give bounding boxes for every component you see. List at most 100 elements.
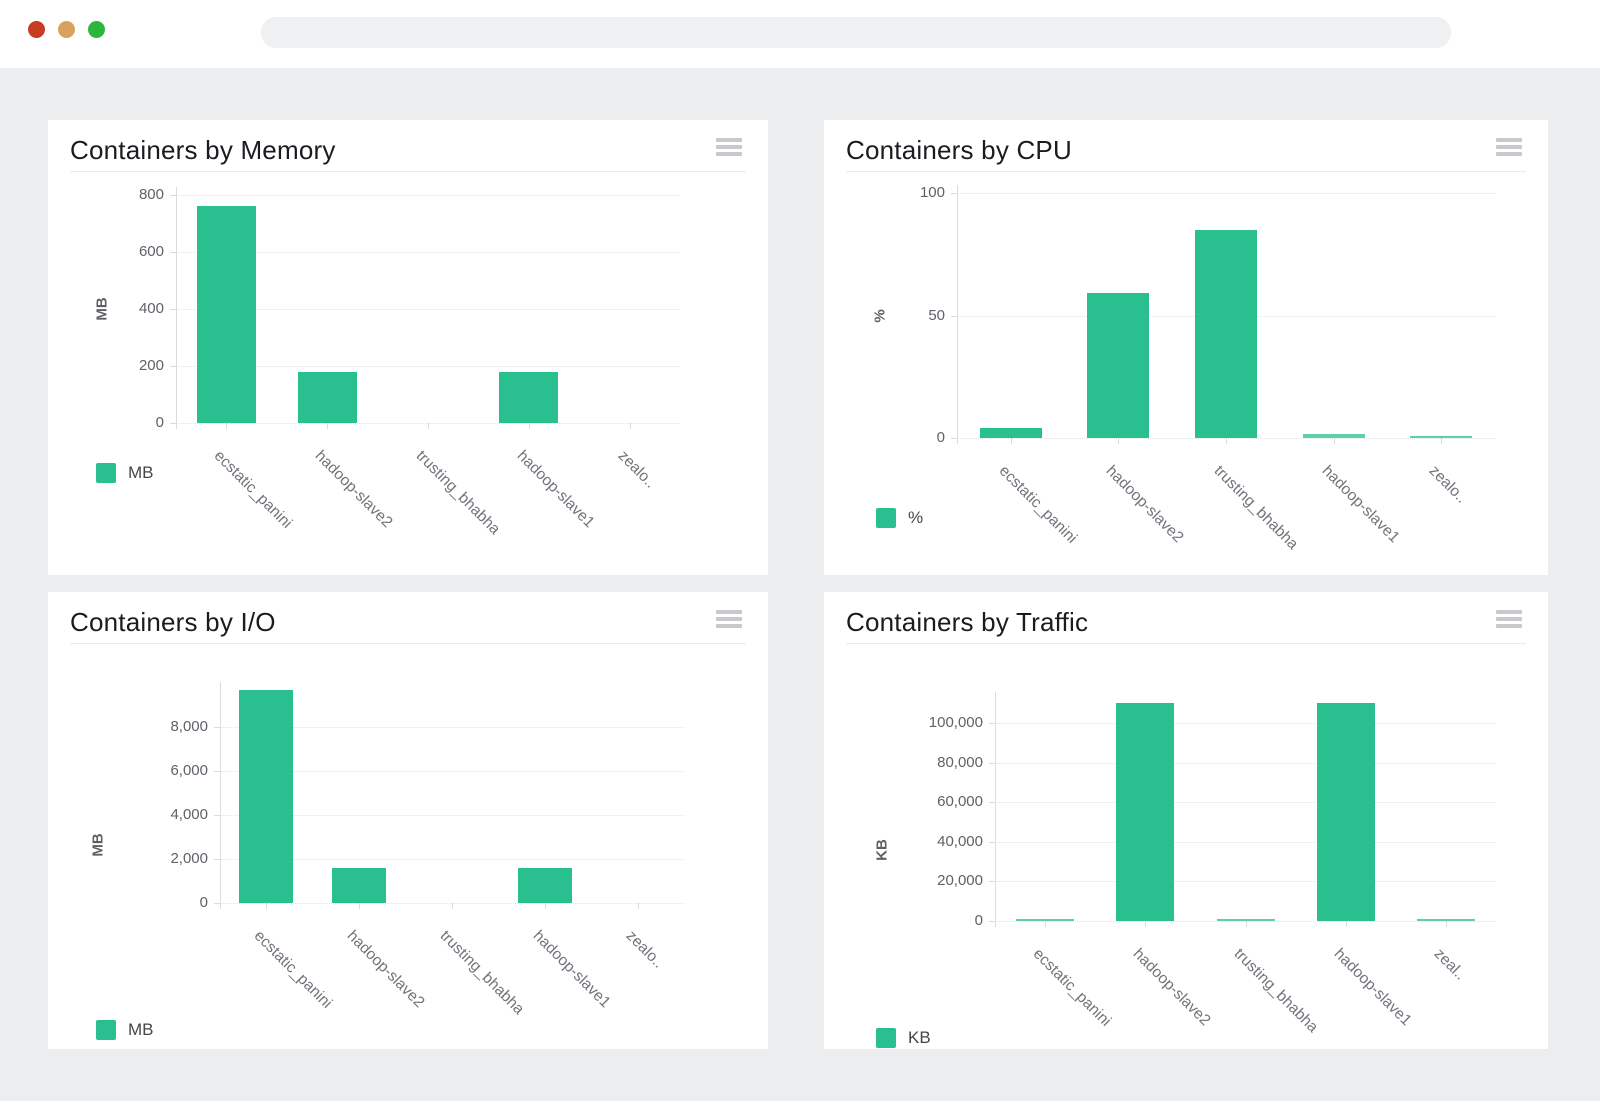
legend-swatch [876,508,896,528]
address-bar[interactable] [261,17,1451,48]
x-tick-mark [1118,438,1120,444]
x-axis-label: ecstatic_panini [251,927,336,1012]
x-tick-mark [629,423,631,429]
chart-legend[interactable]: MB [96,463,154,483]
gridline [220,815,684,816]
y-tick-label: 80,000 [937,753,983,771]
x-axis-label: zealo.. [1425,462,1471,507]
y-tick-label: 0 [936,429,945,446]
chart-bar[interactable] [1302,434,1365,438]
y-tick-mark [989,921,995,922]
chart-legend[interactable]: KB [876,1028,931,1048]
y-tick-mark [989,881,995,883]
x-tick-mark [528,423,530,429]
chart-bar[interactable] [196,206,256,423]
x-tick-mark [1010,438,1012,444]
chart-bar[interactable] [1410,435,1473,438]
y-tick-mark [170,366,176,367]
y-tick-mark [170,252,176,253]
chart-plot: 0 2,000 4,000 6,000 8,000 ecstatic_panini hado… [48,592,768,1049]
y-tick-mark [989,841,995,843]
gridline [995,802,1496,804]
gridline [176,309,680,310]
x-tick-mark [452,903,453,909]
x-axis-label: ecstatic_panini [1029,945,1115,1030]
gridline [995,881,1496,883]
y-axis-line [995,692,996,927]
chart-bar[interactable] [1195,229,1257,438]
y-tick-label: 6,000 [170,762,208,779]
divider [846,643,1526,644]
y-tick-label: 60,000 [937,793,983,811]
chart-bar[interactable] [979,428,1042,438]
chart-bar[interactable] [332,867,387,903]
y-tick-label: 0 [155,414,164,431]
gridline [995,762,1496,764]
y-tick-mark [989,802,995,804]
x-axis-label: hadoop-slave2 [343,927,428,1012]
y-tick-label: 200 [138,357,164,374]
x-axis-label: trusting_bhabha [412,447,504,538]
hamburger-menu-icon[interactable] [716,610,742,628]
x-axis-label: hadoop-slave1 [529,927,614,1012]
x-tick-mark [544,903,546,909]
y-tick-label: 100,000 [928,714,983,731]
legend-label: % [908,508,924,527]
chart-bar[interactable] [1216,919,1275,921]
x-axis-label: hadoop-slave1 [513,447,598,532]
chart-card-io: Containers by I/O 0 2,000 4,000 6,000 8,000 e… [48,592,768,1049]
chart-bar[interactable] [499,371,559,423]
x-tick-mark [637,903,639,909]
chart-bar[interactable] [1116,703,1175,921]
chart-bar[interactable] [1416,919,1475,921]
chart-bar[interactable] [239,689,294,903]
y-tick-mark [214,727,220,728]
chart-bar[interactable] [517,867,572,903]
gridline [957,193,1495,194]
chart-bar[interactable] [1316,703,1375,921]
y-tick-label: 4,000 [170,806,208,823]
y-tick-label: 2,000 [170,850,208,867]
y-tick-label: 600 [138,243,164,260]
window-minimize-icon[interactable] [58,21,75,38]
x-tick-mark [1345,921,1347,927]
gridline [176,195,680,196]
y-tick-label: 100 [919,184,945,201]
window-close-icon[interactable] [28,21,45,38]
chart-bar[interactable] [297,371,357,423]
y-tick-mark [214,815,220,816]
y-axis-line [176,187,177,429]
gridline [176,366,680,367]
y-axis-unit-label: MB [89,833,107,857]
hamburger-menu-icon[interactable] [716,138,742,156]
y-tick-mark [989,762,995,764]
y-tick-mark [951,315,957,317]
gridline [995,723,1496,724]
window-maximize-icon[interactable] [88,21,105,38]
x-tick-mark [1145,921,1147,927]
legend-label: MB [128,1020,154,1039]
gridline [176,252,680,253]
y-tick-label: 50 [928,306,945,324]
y-tick-mark [170,309,176,310]
chart-title: Containers by I/O [70,607,276,637]
x-axis-label: trusting_bhabha [436,927,528,1018]
x-axis-label: hadoop-slave1 [1318,462,1403,547]
x-tick-mark [1045,921,1047,927]
legend-swatch [96,463,116,483]
divider [70,643,746,644]
chart-bar[interactable] [1087,293,1150,438]
hamburger-menu-icon[interactable] [1496,138,1522,156]
x-axis-label: zeal.. [1430,945,1469,984]
hamburger-menu-icon[interactable] [1496,610,1522,628]
chart-legend[interactable]: MB [96,1020,154,1040]
y-tick-label: 800 [138,186,164,203]
chart-bar[interactable] [1016,919,1075,921]
y-axis-line [220,682,221,909]
x-axis-label: trusting_bhabha [1210,462,1302,553]
x-tick-mark [1245,921,1247,927]
x-tick-mark [1226,438,1227,444]
chart-legend[interactable]: % [876,508,923,528]
chart-card-traffic: Containers by Traffic 0 20,000 40,000 60,00… [824,592,1548,1049]
y-tick-label: 40,000 [937,832,983,850]
